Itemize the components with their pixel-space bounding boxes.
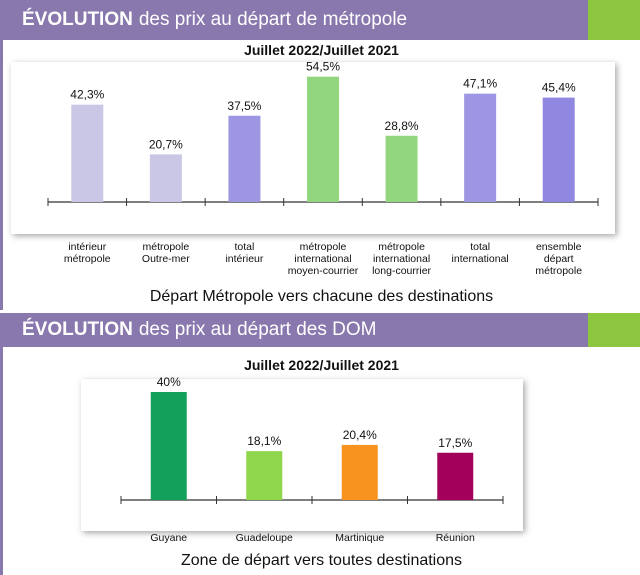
accent-block (588, 313, 640, 347)
category-label: métropole (378, 241, 425, 253)
category-label: Outre-mer (142, 253, 190, 265)
category-label: départ (544, 253, 574, 265)
section2-title: des prix au départ des DOM (138, 319, 377, 340)
category-label: intérieur (68, 241, 106, 253)
bar (71, 104, 104, 202)
bar (341, 444, 378, 500)
category-label: international (294, 253, 351, 265)
category-label: métropole (535, 265, 582, 277)
category-label: ensemble (536, 241, 582, 253)
bar (542, 97, 575, 202)
section1-title-bold: ÉVOLUTION (22, 9, 133, 30)
section1-header: ÉVOLUTION des prix au départ de métropol… (0, 0, 640, 40)
bar (246, 451, 283, 500)
data-label: 37,5% (227, 99, 261, 113)
section1-title: des prix au départ de métropole (138, 9, 408, 30)
chart2-footer: Zone de départ vers toutes destinations (180, 552, 463, 569)
data-label: 47,1% (463, 77, 497, 91)
data-label: 20,4% (343, 428, 377, 442)
category-label: total (470, 241, 490, 253)
data-label: 54,5% (306, 60, 340, 74)
accent-block (588, 0, 640, 40)
bar (150, 392, 187, 500)
data-label: 42,3% (70, 88, 104, 102)
bar (228, 115, 261, 202)
category-label: total (234, 241, 254, 253)
chart1-panel: Juillet 2022/Juillet 2021 42,3% intérieur… (0, 40, 640, 310)
section2-header: ÉVOLUTION des prix au départ des DOM (0, 313, 640, 347)
category-label: intérieur (225, 253, 263, 265)
category-label: métropole (143, 241, 190, 253)
bar (437, 452, 474, 500)
chart1-title: Juillet 2022/Juillet 2021 (244, 42, 399, 58)
chart2-panel: Juillet 2022/Juillet 2021 40% Guyane 18,1%… (0, 347, 640, 575)
data-label: 40% (157, 375, 181, 389)
chart2-svg: 40% Guyane 18,1% Guadeloupe 20,4% Martinique 1… (120, 375, 504, 544)
section2-title-bold: ÉVOLUTION (22, 319, 133, 340)
bar (149, 154, 182, 202)
bar (385, 135, 418, 202)
chart1-footer: Départ Métropole vers chacune des destin… (149, 288, 494, 305)
category-label: moyen-courrier (288, 265, 359, 277)
bar (307, 76, 339, 202)
chart2-title: Juillet 2022/Juillet 2021 (244, 357, 399, 373)
category-label: métropole (64, 253, 111, 265)
category-label: Réunion (436, 532, 475, 544)
category-label: Martinique (335, 532, 384, 544)
chart1-svg: 42,3%intérieurmétropole20,7%métropoleOut… (47, 60, 599, 277)
category-label: Guadeloupe (236, 532, 293, 544)
category-label: métropole (300, 241, 347, 253)
category-label: international (452, 253, 509, 265)
bar (464, 93, 497, 202)
category-label: Guyane (150, 532, 187, 544)
category-label: long-courrier (372, 265, 431, 277)
data-label: 28,8% (385, 119, 419, 133)
data-label: 45,4% (542, 81, 576, 95)
data-label: 17,5% (438, 436, 472, 450)
data-label: 20,7% (149, 137, 183, 151)
category-label: international (373, 253, 430, 265)
data-label: 18,1% (247, 434, 281, 448)
